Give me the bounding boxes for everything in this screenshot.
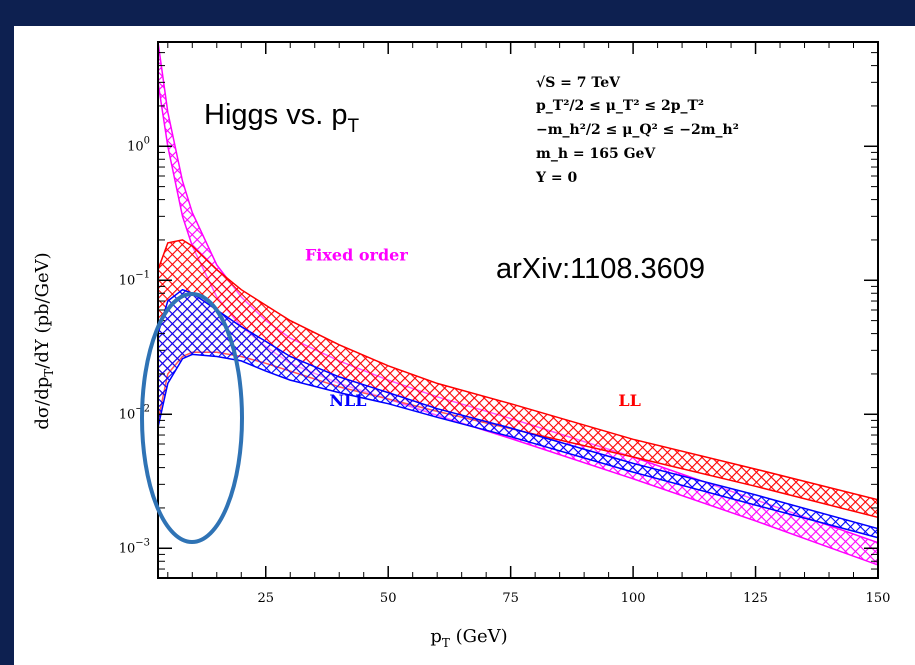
x-axis-title-sub: T [442,636,450,650]
figure-panel: 25 50 75 100 125 150 100 10−1 10−2 10−3 Fixed ord… [14,26,915,665]
label-nll: NLL [329,391,366,410]
parameter-block: √S = 7 TeV p_T²/2 ≤ μ_T² ≤ 2p_T² −m_h²/2… [535,75,739,186]
y-tick-label: 10−1 [119,269,150,288]
low-pt-highlight-ellipse [140,292,244,544]
x-axis-title-unit: (GeV) [450,626,508,647]
param-energy: √S = 7 TeV [536,75,621,91]
y-axis-title-sub: T [42,369,56,377]
y-tick-label: 100 [127,135,150,154]
arxiv-reference: arXiv:1108.3609 [496,253,705,285]
param-mu-t: p_T²/2 ≤ μ_T² ≤ 2p_T² [536,98,704,114]
x-axis-title: pT (GeV) [430,626,507,650]
x-tick-label: 100 [621,591,646,606]
y-axis-title: dσ/dpT/dY (pb/GeV) [32,252,56,429]
label-ll: LL [618,391,641,410]
x-tick-label: 125 [743,591,768,606]
x-axis-title-main: p [430,626,442,647]
y-tick-label: 10−2 [119,403,150,422]
band-nll [158,288,878,539]
slide-title-main: Higgs vs. p [204,99,347,131]
y-axis-title-post: /dY (pb/GeV) [32,252,53,368]
param-mu-q: −m_h²/2 ≤ μ_Q² ≤ −2m_h² [536,122,739,138]
label-fixed-order: Fixed order [305,246,408,265]
x-tick-label: 150 [866,591,891,606]
y-tick-label: 10−3 [119,537,150,556]
higgs-pt-chart: 25 50 75 100 125 150 100 10−1 10−2 10−3 Fixed ord… [32,41,891,650]
x-tick-label: 25 [257,591,274,606]
slide-title: Higgs vs. pT [204,99,359,137]
x-tick-label: 50 [380,591,397,606]
slide-title-sub: T [347,116,359,137]
param-rapidity: Y = 0 [535,170,577,186]
y-axis-title-pre: dσ/dp [32,377,53,430]
x-tick-label: 75 [502,591,519,606]
param-higgs-mass: m_h = 165 GeV [536,146,656,162]
